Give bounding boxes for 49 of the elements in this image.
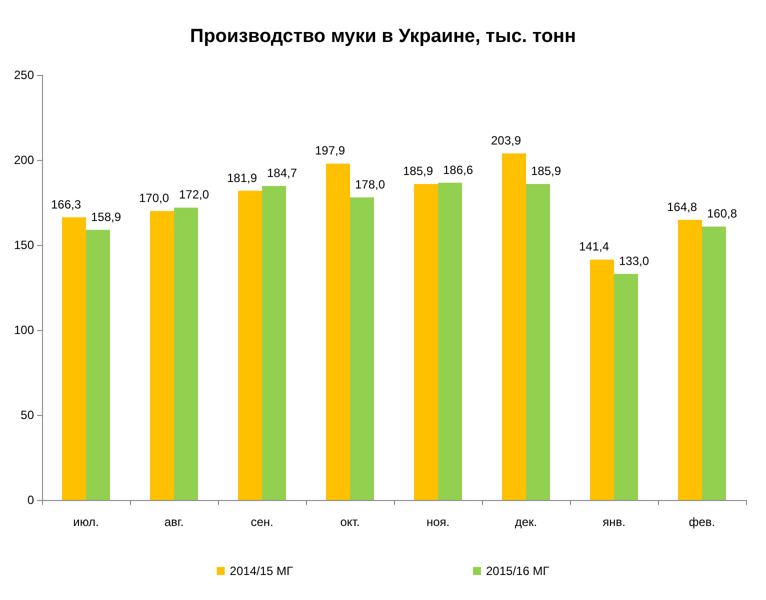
bar <box>262 186 286 500</box>
y-tick-label: 250 <box>14 68 34 82</box>
data-label: 160,8 <box>706 206 738 221</box>
bar <box>414 184 438 500</box>
y-tick-label: 200 <box>14 153 34 167</box>
y-tick-label: 150 <box>14 238 34 252</box>
data-label: 133,0 <box>618 254 650 268</box>
x-tick-label: авг. <box>164 515 184 529</box>
bar <box>86 230 110 500</box>
bar <box>590 260 614 500</box>
bar <box>614 274 638 500</box>
data-label: 164,8 <box>666 200 698 214</box>
data-label: 166,3 <box>50 197 82 212</box>
data-label: 181,9 <box>226 170 258 185</box>
x-tick-label: дек. <box>514 515 538 529</box>
x-tick-label: фев. <box>688 515 716 529</box>
x-tick-label: ноя. <box>426 515 450 529</box>
data-label: 158,9 <box>90 210 122 224</box>
data-label: 197,9 <box>314 144 346 158</box>
data-label: 170,0 <box>138 191 170 205</box>
bar <box>150 211 174 500</box>
data-label: 172,0 <box>178 188 210 202</box>
data-label: 186,6 <box>442 162 474 177</box>
bar <box>678 220 702 500</box>
y-tick-label: 100 <box>14 323 34 337</box>
data-label: 203,9 <box>490 133 522 148</box>
y-tick-label: 50 <box>20 408 34 422</box>
bar <box>326 164 350 500</box>
y-tick-label: 0 <box>27 493 34 507</box>
x-tick-label: июл. <box>73 515 99 529</box>
bar <box>502 153 526 500</box>
data-label: 185,9 <box>402 164 434 178</box>
bar <box>238 190 262 500</box>
x-tick-label: окт. <box>340 515 360 529</box>
data-label: 184,7 <box>266 166 298 180</box>
legend-label: 2014/15 МГ <box>230 564 294 578</box>
chart-title: Производство муки в Украине, тыс. тонн <box>190 26 576 47</box>
x-tick-label: янв. <box>602 515 626 529</box>
x-tick-label: сен. <box>250 515 274 529</box>
bar <box>350 197 374 500</box>
bar <box>62 217 86 500</box>
bar <box>526 184 550 500</box>
bar <box>438 182 462 500</box>
data-label: 185,9 <box>530 164 562 178</box>
bar <box>174 208 198 500</box>
bar <box>702 226 726 500</box>
data-label: 178,0 <box>354 177 386 192</box>
legend-label: 2015/16 МГ <box>486 564 550 578</box>
data-label: 141,4 <box>578 240 610 254</box>
